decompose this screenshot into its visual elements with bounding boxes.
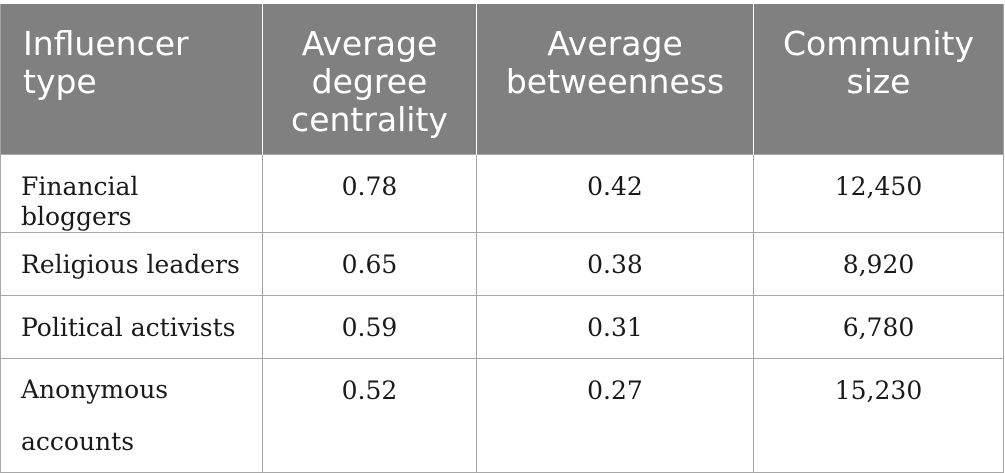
cell-degree-centrality: 0.59 xyxy=(262,294,477,359)
cell-community-size: 12,450 xyxy=(753,153,1004,233)
cell-degree-centrality: 0.78 xyxy=(262,153,477,233)
cell-influencer-type: Political activists xyxy=(0,294,263,359)
cell-betweenness: 0.31 xyxy=(476,294,754,359)
header-average-degree-centrality: Average degree centrality xyxy=(262,4,477,154)
table-row: Religious leaders 0.65 0.38 8,920 xyxy=(0,231,1004,296)
cell-influencer-type: Anonymous accounts xyxy=(0,357,263,473)
cell-community-size: 15,230 xyxy=(753,357,1004,473)
header-text-line: size xyxy=(846,62,911,101)
cell-betweenness: 0.27 xyxy=(476,357,754,473)
table-row: Political activists 0.59 0.31 6,780 xyxy=(0,294,1004,359)
cell-influencer-type: Religious leaders xyxy=(0,231,263,296)
cell-betweenness: 0.42 xyxy=(476,153,754,233)
header-average-betweenness: Average betweenness xyxy=(476,4,754,154)
cell-text-line: Anonymous xyxy=(21,374,169,404)
table-body: Financial bloggers 0.78 0.42 12,450 Reli… xyxy=(0,153,1004,473)
table-header: Influencer type Average degree centralit… xyxy=(0,4,1004,154)
header-text-line: degree xyxy=(311,62,428,101)
cell-text-line: accounts xyxy=(21,426,135,456)
cell-community-size: 8,920 xyxy=(753,231,1004,296)
header-text-line: Community xyxy=(783,24,974,63)
cell-influencer-type: Financial bloggers xyxy=(0,153,263,233)
header-text-line: Average xyxy=(301,24,438,63)
cell-degree-centrality: 0.65 xyxy=(262,231,477,296)
header-row: Influencer type Average degree centralit… xyxy=(0,4,1004,154)
header-text-line: type xyxy=(23,62,97,101)
cell-degree-centrality: 0.52 xyxy=(262,357,477,473)
header-influencer-type: Influencer type xyxy=(0,4,263,154)
header-text-line: centrality xyxy=(291,100,448,139)
cell-betweenness: 0.38 xyxy=(476,231,754,296)
header-text-line: Influencer xyxy=(23,24,189,63)
header-text-line: betweenness xyxy=(505,62,725,101)
table-row: Financial bloggers 0.78 0.42 12,450 xyxy=(0,153,1004,233)
header-community-size: Community size xyxy=(753,4,1004,154)
header-text-line: Average xyxy=(547,24,683,63)
table-row: Anonymous accounts 0.52 0.27 15,230 xyxy=(0,357,1004,473)
cell-community-size: 6,780 xyxy=(753,294,1004,359)
influencer-metrics-table: Influencer type Average degree centralit… xyxy=(0,4,1004,473)
